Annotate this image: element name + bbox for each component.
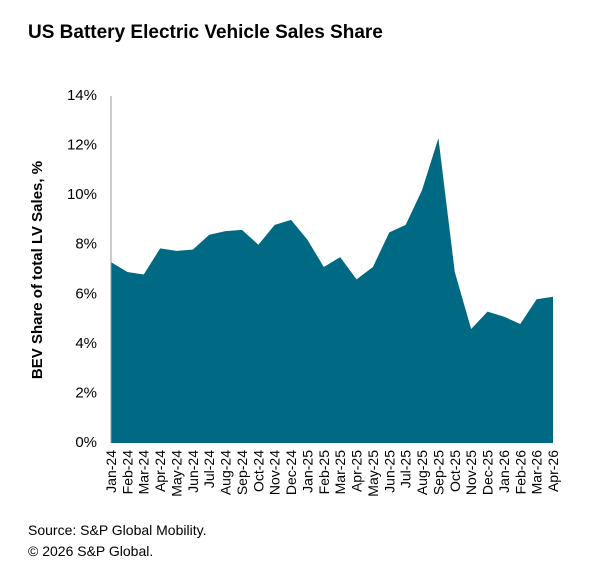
x-tick-label: Sep-25 [430,450,446,495]
x-tick-label: May-25 [365,450,381,497]
x-tick-label: Jun-25 [381,450,397,493]
x-tick-label: Feb-25 [316,450,332,495]
x-tick-label: Aug-24 [218,450,234,495]
x-tick-label: Mar-26 [529,450,545,495]
y-tick-label: 8% [75,236,97,253]
x-tick-label: Feb-24 [119,450,135,495]
x-tick-label: Dec-25 [480,450,496,495]
y-tick-label: 4% [75,335,97,352]
x-tick-label: Oct-24 [250,450,266,492]
x-tick-label: Apr-25 [349,450,365,492]
x-tick-label: Nov-25 [463,450,479,495]
x-tick-label: Jan-24 [103,450,119,493]
x-tick-label: Jul-24 [201,450,217,488]
x-tick-label: Dec-24 [283,450,299,495]
x-tick-label: Sep-24 [234,450,250,495]
y-tick-label: 6% [75,285,97,302]
x-tick-label: Jan-25 [299,450,315,493]
x-tick-label: Feb-26 [512,450,528,495]
x-tick-label: Aug-25 [414,450,430,495]
x-tick-label: Mar-25 [332,450,348,495]
copyright: © 2026 S&P Global. [28,543,153,559]
x-tick-label: Oct-25 [447,450,463,492]
y-tick-label: 2% [75,384,97,401]
chart-title: US Battery Electric Vehicle Sales Share [28,22,383,43]
x-tick-label: Jan-26 [496,450,512,493]
x-tick-label: Nov-24 [267,450,283,495]
x-tick-label: May-24 [168,450,184,497]
x-tick-label: Jul-25 [398,450,414,488]
x-tick-label: Apr-24 [152,450,168,492]
y-tick-label: 10% [67,186,97,203]
source: Source: S&P Global Mobility. [28,522,206,538]
y-tick-label: 14% [67,87,97,104]
area [111,138,553,443]
y-tick-label: 12% [67,137,97,154]
x-tick-label: Apr-26 [545,450,561,492]
x-tick-label: Mar-24 [136,450,152,495]
y-axis-label: BEV Share of total LV Sales, % [29,161,46,379]
y-tick-label: 0% [75,434,97,451]
x-tick-label: Jun-24 [185,450,201,493]
